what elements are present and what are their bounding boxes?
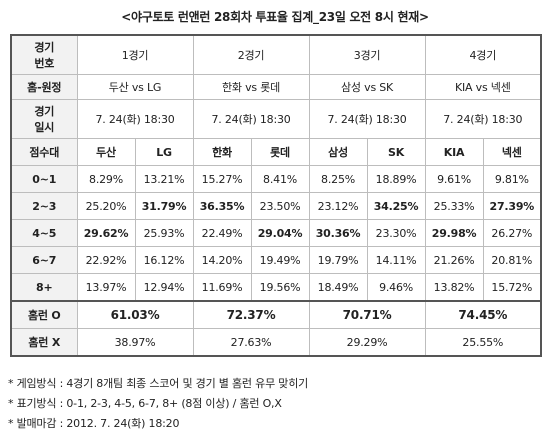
score-band: 8+ (10, 273, 78, 302)
vote-rate-cell: 20.81% (482, 246, 542, 274)
vote-rate-cell: 23.30% (366, 219, 426, 247)
game-number: 1경기 (76, 34, 194, 75)
game-number: 3경기 (308, 34, 426, 75)
game-number: 4경기 (424, 34, 542, 75)
vote-rate-cell: 25.20% (76, 192, 136, 220)
label-homerun-x: 홈런 X (10, 328, 78, 357)
team-name: 삼성 (308, 138, 368, 166)
vote-rate-cell: 12.94% (134, 273, 194, 302)
vote-rate-cell: 13.97% (76, 273, 136, 302)
vote-rate-cell: 25.93% (134, 219, 194, 247)
score-band: 0~1 (10, 165, 78, 193)
team-name: 롯데 (250, 138, 310, 166)
vote-rate-cell: 26.27% (482, 219, 542, 247)
team-name: LG (134, 138, 194, 166)
homerun-o-rate: 74.45% (424, 300, 542, 329)
team-name: 두산 (76, 138, 136, 166)
homerun-x-rate: 25.55% (424, 328, 542, 357)
vote-rate-cell: 9.61% (424, 165, 484, 193)
vote-rate-cell: 23.50% (250, 192, 310, 220)
vote-rate-cell: 23.12% (308, 192, 368, 220)
label-score-band: 점수대 (10, 138, 78, 166)
vote-rate-cell: 15.72% (482, 273, 542, 302)
homerun-x-rate: 38.97% (76, 328, 194, 357)
vote-rate-cell: 9.46% (366, 273, 426, 302)
team-name: 넥센 (482, 138, 542, 166)
vote-rate-cell: 11.69% (192, 273, 252, 302)
matchup: 삼성 vs SK (308, 74, 426, 100)
note-game-method: * 게임방식 : 4경기 8개팀 최종 스코어 및 경기 별 홈런 유무 맞히기 (8, 377, 309, 390)
vote-rate-cell: 8.41% (250, 165, 310, 193)
vote-rate-cell: 8.29% (76, 165, 136, 193)
vote-rate-cell: 13.82% (424, 273, 484, 302)
vote-rate-cell: 14.11% (366, 246, 426, 274)
label-home-away: 홈-원정 (10, 74, 78, 100)
label-line: 경기 (34, 105, 55, 118)
score-band: 6~7 (10, 246, 78, 274)
vote-rate-cell: 19.79% (308, 246, 368, 274)
vote-rate-cell: 13.21% (134, 165, 194, 193)
vote-rate-cell: 8.25% (308, 165, 368, 193)
score-band: 4~5 (10, 219, 78, 247)
label-line: 일시 (34, 121, 55, 134)
label-line: 경기 (34, 41, 55, 54)
vote-rate-cell: 15.27% (192, 165, 252, 193)
vote-rate-cell: 29.62% (76, 219, 136, 247)
vote-rate-cell: 18.89% (366, 165, 426, 193)
vote-rate-cell: 27.39% (482, 192, 542, 220)
game-date: 7. 24(화) 18:30 (424, 99, 542, 139)
vote-rate-cell: 22.49% (192, 219, 252, 247)
vote-rate-cell: 25.33% (424, 192, 484, 220)
vote-rate-cell: 29.04% (250, 219, 310, 247)
vote-rate-table: 경기 번호 1경기 2경기 3경기 4경기 홈-원정 두산 vs LG 한화 vs 롯데 삼성 v… (10, 34, 543, 357)
vote-rate-cell: 29.98% (424, 219, 484, 247)
matchup: 한화 vs 롯데 (192, 74, 310, 100)
vote-rate-cell: 16.12% (134, 246, 194, 274)
team-name: KIA (424, 138, 484, 166)
homerun-o-rate: 70.71% (308, 300, 426, 329)
note-notation: * 표기방식 : 0-1, 2-3, 4-5, 6-7, 8+ (8점 이상) … (8, 397, 282, 410)
vote-rate-cell: 31.79% (134, 192, 194, 220)
vote-rate-cell: 36.35% (192, 192, 252, 220)
vote-rate-cell: 34.25% (366, 192, 426, 220)
vote-rate-cell: 30.36% (308, 219, 368, 247)
vote-rate-cell: 22.92% (76, 246, 136, 274)
homerun-o-rate: 61.03% (76, 300, 194, 329)
homerun-x-rate: 27.63% (192, 328, 310, 357)
game-date: 7. 24(화) 18:30 (192, 99, 310, 139)
vote-rate-cell: 18.49% (308, 273, 368, 302)
matchup: KIA vs 넥센 (424, 74, 542, 100)
vote-rate-cell: 19.49% (250, 246, 310, 274)
homerun-o-rate: 72.37% (192, 300, 310, 329)
label-line: 번호 (34, 57, 55, 70)
vote-rate-cell: 9.81% (482, 165, 542, 193)
homerun-x-rate: 29.29% (308, 328, 426, 357)
vote-rate-cell: 19.56% (250, 273, 310, 302)
vote-rate-cell: 14.20% (192, 246, 252, 274)
notes: * 게임방식 : 4경기 8개팀 최종 스코어 및 경기 별 홈런 유무 맞히기… (8, 374, 308, 434)
team-name: SK (366, 138, 426, 166)
vote-rate-cell: 21.26% (424, 246, 484, 274)
matchup: 두산 vs LG (76, 74, 194, 100)
score-band: 2~3 (10, 192, 78, 220)
note-deadline: * 발매마감 : 2012. 7. 24(화) 18:20 (8, 417, 180, 430)
page-title: <야구토토 런앤런 28회차 투표율 집계_23일 오전 8시 현재> (121, 10, 429, 24)
label-homerun-o: 홈런 O (10, 300, 78, 329)
game-date: 7. 24(화) 18:30 (308, 99, 426, 139)
game-number: 2경기 (192, 34, 310, 75)
team-name: 한화 (192, 138, 252, 166)
game-date: 7. 24(화) 18:30 (76, 99, 194, 139)
